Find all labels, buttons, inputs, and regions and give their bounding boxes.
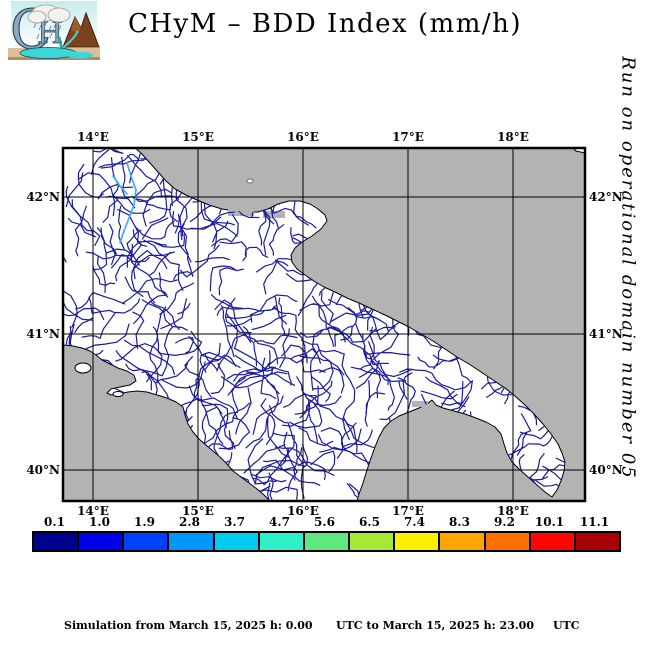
tick-top-14e: 14°E xyxy=(77,130,109,144)
chym-logo: C H y xyxy=(8,1,100,62)
colorbar-label: 5.6 xyxy=(314,515,335,529)
island-tremiti xyxy=(246,178,254,184)
island-capri xyxy=(112,391,124,397)
land-area xyxy=(62,147,566,502)
colorbar xyxy=(32,531,621,552)
lagoon-taranto xyxy=(412,401,428,407)
footer-utc: UTC xyxy=(553,619,580,632)
logo-mountain-highlight xyxy=(71,17,81,34)
colorbar-labels: 0.1 1.0 1.9 2.8 3.7 4.7 5.6 6.5 7.4 8.3 9.2 10.1 11.… xyxy=(32,515,617,529)
colorbar-cell xyxy=(79,533,125,550)
colorbar-cell xyxy=(395,533,441,550)
tick-bottom-18e: 18°E xyxy=(497,504,529,518)
tick-bottom-14e: 14°E xyxy=(77,504,109,518)
colorbar-label: 1.0 xyxy=(89,515,110,529)
footer-utc-to: UTC to March 15, 2025 h: 23.00 xyxy=(336,619,534,632)
colorbar-cell xyxy=(34,533,80,550)
colorbar-label: 6.5 xyxy=(359,515,380,529)
colorbar-label: 11.1 xyxy=(579,515,610,529)
tick-top-17e: 17°E xyxy=(392,130,424,144)
colorbar-cell xyxy=(304,533,351,550)
colorbar-label: 9.2 xyxy=(494,515,515,529)
colorbar-cell xyxy=(485,533,531,550)
lagoon-varano xyxy=(263,211,285,218)
colorbar-label: 4.7 xyxy=(269,515,290,529)
colorbar-cell xyxy=(169,533,215,550)
map-frame xyxy=(61,146,587,503)
tick-bottom-15e: 15°E xyxy=(182,504,214,518)
logo-rain-icon xyxy=(33,22,62,40)
colorbar-label: 10.1 xyxy=(534,515,565,529)
colorbar-cell xyxy=(575,533,620,550)
tick-left-41n: 41°N xyxy=(26,327,60,341)
colorbar-cell xyxy=(530,533,576,550)
colorbar-cell xyxy=(259,533,305,550)
colorbar-cell xyxy=(124,533,170,550)
colorbar-label: 7.4 xyxy=(404,515,425,529)
tick-bottom-16e: 16°E xyxy=(287,504,319,518)
logo-cloud-icon xyxy=(27,4,71,24)
tick-right-40n: 40°N xyxy=(589,463,623,477)
tick-right-41n: 41°N xyxy=(589,327,623,341)
tick-top-16e: 16°E xyxy=(287,130,319,144)
tick-bottom-17e: 17°E xyxy=(392,504,424,518)
tick-top-15e: 15°E xyxy=(182,130,214,144)
logo-water-puddle-2 xyxy=(67,51,93,59)
colorbar-label: 2.8 xyxy=(179,515,200,529)
colorbar-cell xyxy=(214,533,260,550)
colorbar-label: 1.9 xyxy=(134,515,155,529)
tick-right-42n: 42°N xyxy=(589,190,623,204)
colorbar-label: 0.1 xyxy=(44,515,65,529)
highlighted-river xyxy=(112,162,137,244)
colorbar-label: 3.7 xyxy=(224,515,245,529)
footer-simulation-from: Simulation from March 15, 2025 h: 0.00 xyxy=(64,619,313,632)
colorbar-cell xyxy=(440,533,486,550)
tick-left-40n: 40°N xyxy=(26,463,60,477)
colorbar-label: 8.3 xyxy=(449,515,470,529)
colorbar-cell xyxy=(350,533,396,550)
graticule xyxy=(63,148,585,501)
page-title: CHyM – BDD Index (mm/h) xyxy=(127,9,523,39)
tick-left-42n: 42°N xyxy=(26,190,60,204)
tick-top-18e: 18°E xyxy=(497,130,529,144)
lagoon-lesina xyxy=(228,209,254,216)
island-ischia xyxy=(74,362,92,374)
